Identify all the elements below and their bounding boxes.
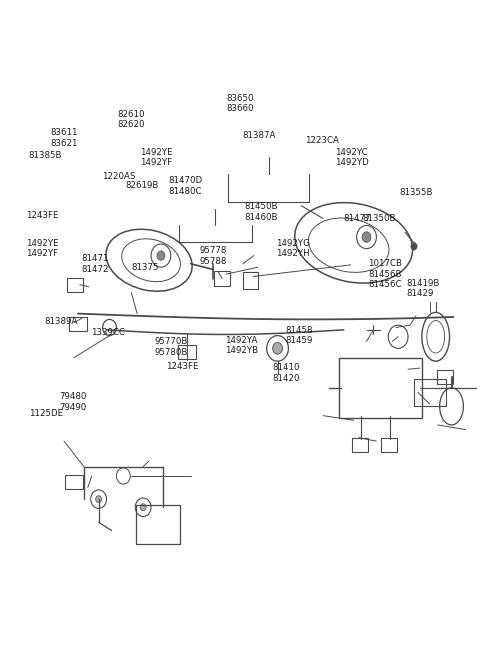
Text: 81458
81459: 81458 81459 [285, 326, 312, 345]
Text: 81375: 81375 [132, 263, 159, 272]
Text: 1492YE
1492YF: 1492YE 1492YF [26, 238, 59, 258]
Text: 83650
83660: 83650 83660 [226, 94, 254, 113]
Text: 1243FE: 1243FE [166, 362, 198, 371]
Text: 1492YA
1492YB: 1492YA 1492YB [225, 336, 258, 356]
Text: 1220AS: 1220AS [102, 172, 136, 181]
Text: 82610
82620: 82610 82620 [117, 110, 144, 130]
Text: 81450B
81460B: 81450B 81460B [245, 202, 278, 221]
Text: 1125DE: 1125DE [29, 409, 63, 418]
Text: 81387A: 81387A [242, 132, 276, 140]
Text: 1492YC
1492YD: 1492YC 1492YD [335, 147, 369, 167]
Circle shape [362, 232, 371, 242]
Text: 1339CC: 1339CC [91, 328, 124, 337]
Circle shape [410, 242, 418, 250]
Text: 1492YG
1492YH: 1492YG 1492YH [276, 238, 310, 258]
Text: 81477: 81477 [343, 214, 371, 223]
Text: 81471
81472: 81471 81472 [82, 254, 109, 274]
Text: 1223CA: 1223CA [305, 136, 339, 145]
Text: 81419B
81429: 81419B 81429 [406, 279, 439, 298]
Text: 1017CB
81456B
81456C: 1017CB 81456B 81456C [368, 259, 402, 289]
Text: 95770B
95780B: 95770B 95780B [155, 337, 188, 357]
Text: 79480
79490: 79480 79490 [60, 392, 87, 412]
Text: 81350B: 81350B [362, 214, 396, 223]
Text: 83611
83621: 83611 83621 [51, 128, 78, 147]
Circle shape [157, 251, 165, 260]
Text: 1492YE
1492YF: 1492YE 1492YF [140, 147, 173, 167]
Circle shape [140, 504, 146, 511]
Circle shape [273, 343, 283, 354]
Text: 81389A: 81389A [45, 316, 78, 326]
Text: 82619B: 82619B [125, 181, 158, 191]
Text: 81355B: 81355B [399, 188, 432, 197]
Text: 95778
95788: 95778 95788 [200, 246, 227, 266]
Circle shape [96, 496, 102, 502]
Text: 81385B: 81385B [29, 151, 62, 160]
Text: 81470D
81480C: 81470D 81480C [168, 176, 202, 196]
Text: 1243FE: 1243FE [26, 212, 59, 220]
Text: 81410
81420: 81410 81420 [273, 364, 300, 383]
